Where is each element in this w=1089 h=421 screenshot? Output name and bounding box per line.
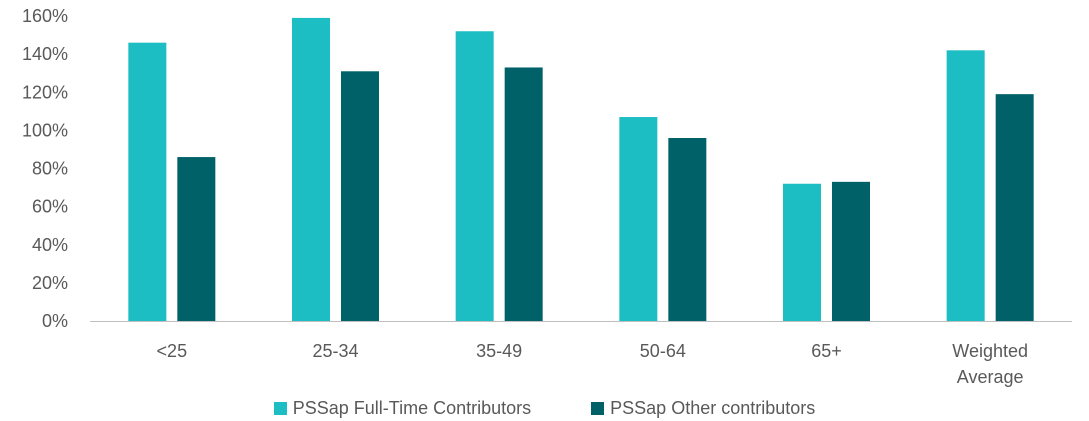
y-tick-label: 40% (32, 235, 68, 255)
legend-label-other: PSSap Other contributors (610, 397, 816, 418)
bar-other (832, 181, 870, 321)
bar-full-time (619, 117, 658, 321)
bar-full-time (292, 17, 330, 321)
y-tick-label: 120% (22, 82, 68, 102)
y-tick-label: 100% (22, 120, 68, 140)
legend-label-full-time: PSSap Full-Time Contributors (292, 397, 532, 418)
y-tick-label: 60% (32, 197, 68, 217)
x-tick-label: 25-34 (312, 341, 358, 361)
bar-full-time (783, 183, 821, 321)
bar-full-time (946, 50, 985, 321)
x-tick-label: 65+ (811, 341, 842, 361)
bar-other (504, 67, 543, 321)
legend-item-full-time: PSSap Full-Time Contributors (273, 397, 532, 419)
bar-full-time (128, 42, 167, 321)
legend: PSSap Full-Time Contributors PSSap Other… (0, 395, 1089, 421)
y-axis: 0% 20% 40% 60% 80% 100% 120% 140% 160% (22, 6, 68, 331)
legend-item-other: PSSap Other contributors (591, 398, 815, 419)
y-tick-label: 20% (32, 273, 68, 293)
x-tick-label: Weighted Average (952, 341, 1028, 387)
y-tick-label: 140% (22, 44, 68, 64)
x-tick-label: <25 (157, 341, 188, 361)
y-tick-label: 0% (42, 311, 68, 331)
bar-full-time (455, 31, 494, 321)
y-tick-label: 80% (32, 159, 68, 179)
bar-other (177, 157, 216, 321)
x-tick-label: 35-49 (476, 341, 522, 361)
x-axis: <25 25-34 35-49 50-64 65+ Weighted Average (157, 341, 1028, 387)
bar-chart: 0% 20% 40% 60% 80% 100% 120% 140% 160% <25 25-34 3… (22, 6, 1072, 387)
bar-other (995, 94, 1034, 321)
x-tick-label: 50-64 (640, 341, 686, 361)
bars (128, 17, 1034, 321)
legend-swatch-other (591, 401, 605, 415)
legend-swatch-full-time (273, 401, 287, 415)
bar-other (668, 138, 707, 321)
bar-other (341, 71, 379, 321)
y-tick-label: 160% (22, 6, 68, 26)
